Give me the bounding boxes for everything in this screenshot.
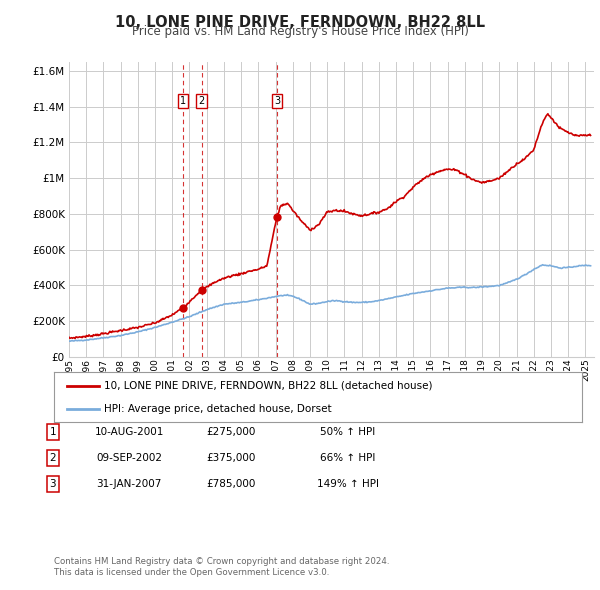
Text: 10, LONE PINE DRIVE, FERNDOWN, BH22 8LL (detached house): 10, LONE PINE DRIVE, FERNDOWN, BH22 8LL … [104, 381, 433, 391]
Text: 31-JAN-2007: 31-JAN-2007 [97, 479, 161, 489]
Text: 10, LONE PINE DRIVE, FERNDOWN, BH22 8LL: 10, LONE PINE DRIVE, FERNDOWN, BH22 8LL [115, 15, 485, 30]
Text: 1: 1 [49, 427, 56, 437]
Text: £275,000: £275,000 [206, 427, 256, 437]
Text: £375,000: £375,000 [206, 453, 256, 463]
Text: HPI: Average price, detached house, Dorset: HPI: Average price, detached house, Dors… [104, 404, 332, 414]
Text: 3: 3 [274, 96, 280, 106]
Text: 09-SEP-2002: 09-SEP-2002 [96, 453, 162, 463]
Text: 1: 1 [180, 96, 186, 106]
Text: 10-AUG-2001: 10-AUG-2001 [94, 427, 164, 437]
Text: £785,000: £785,000 [206, 479, 256, 489]
Text: 2: 2 [199, 96, 205, 106]
Text: 2: 2 [49, 453, 56, 463]
Text: This data is licensed under the Open Government Licence v3.0.: This data is licensed under the Open Gov… [54, 568, 329, 577]
Text: Contains HM Land Registry data © Crown copyright and database right 2024.: Contains HM Land Registry data © Crown c… [54, 558, 389, 566]
Text: Price paid vs. HM Land Registry's House Price Index (HPI): Price paid vs. HM Land Registry's House … [131, 25, 469, 38]
Text: 66% ↑ HPI: 66% ↑ HPI [320, 453, 376, 463]
Text: 3: 3 [49, 479, 56, 489]
Text: 149% ↑ HPI: 149% ↑ HPI [317, 479, 379, 489]
Text: 50% ↑ HPI: 50% ↑ HPI [320, 427, 376, 437]
